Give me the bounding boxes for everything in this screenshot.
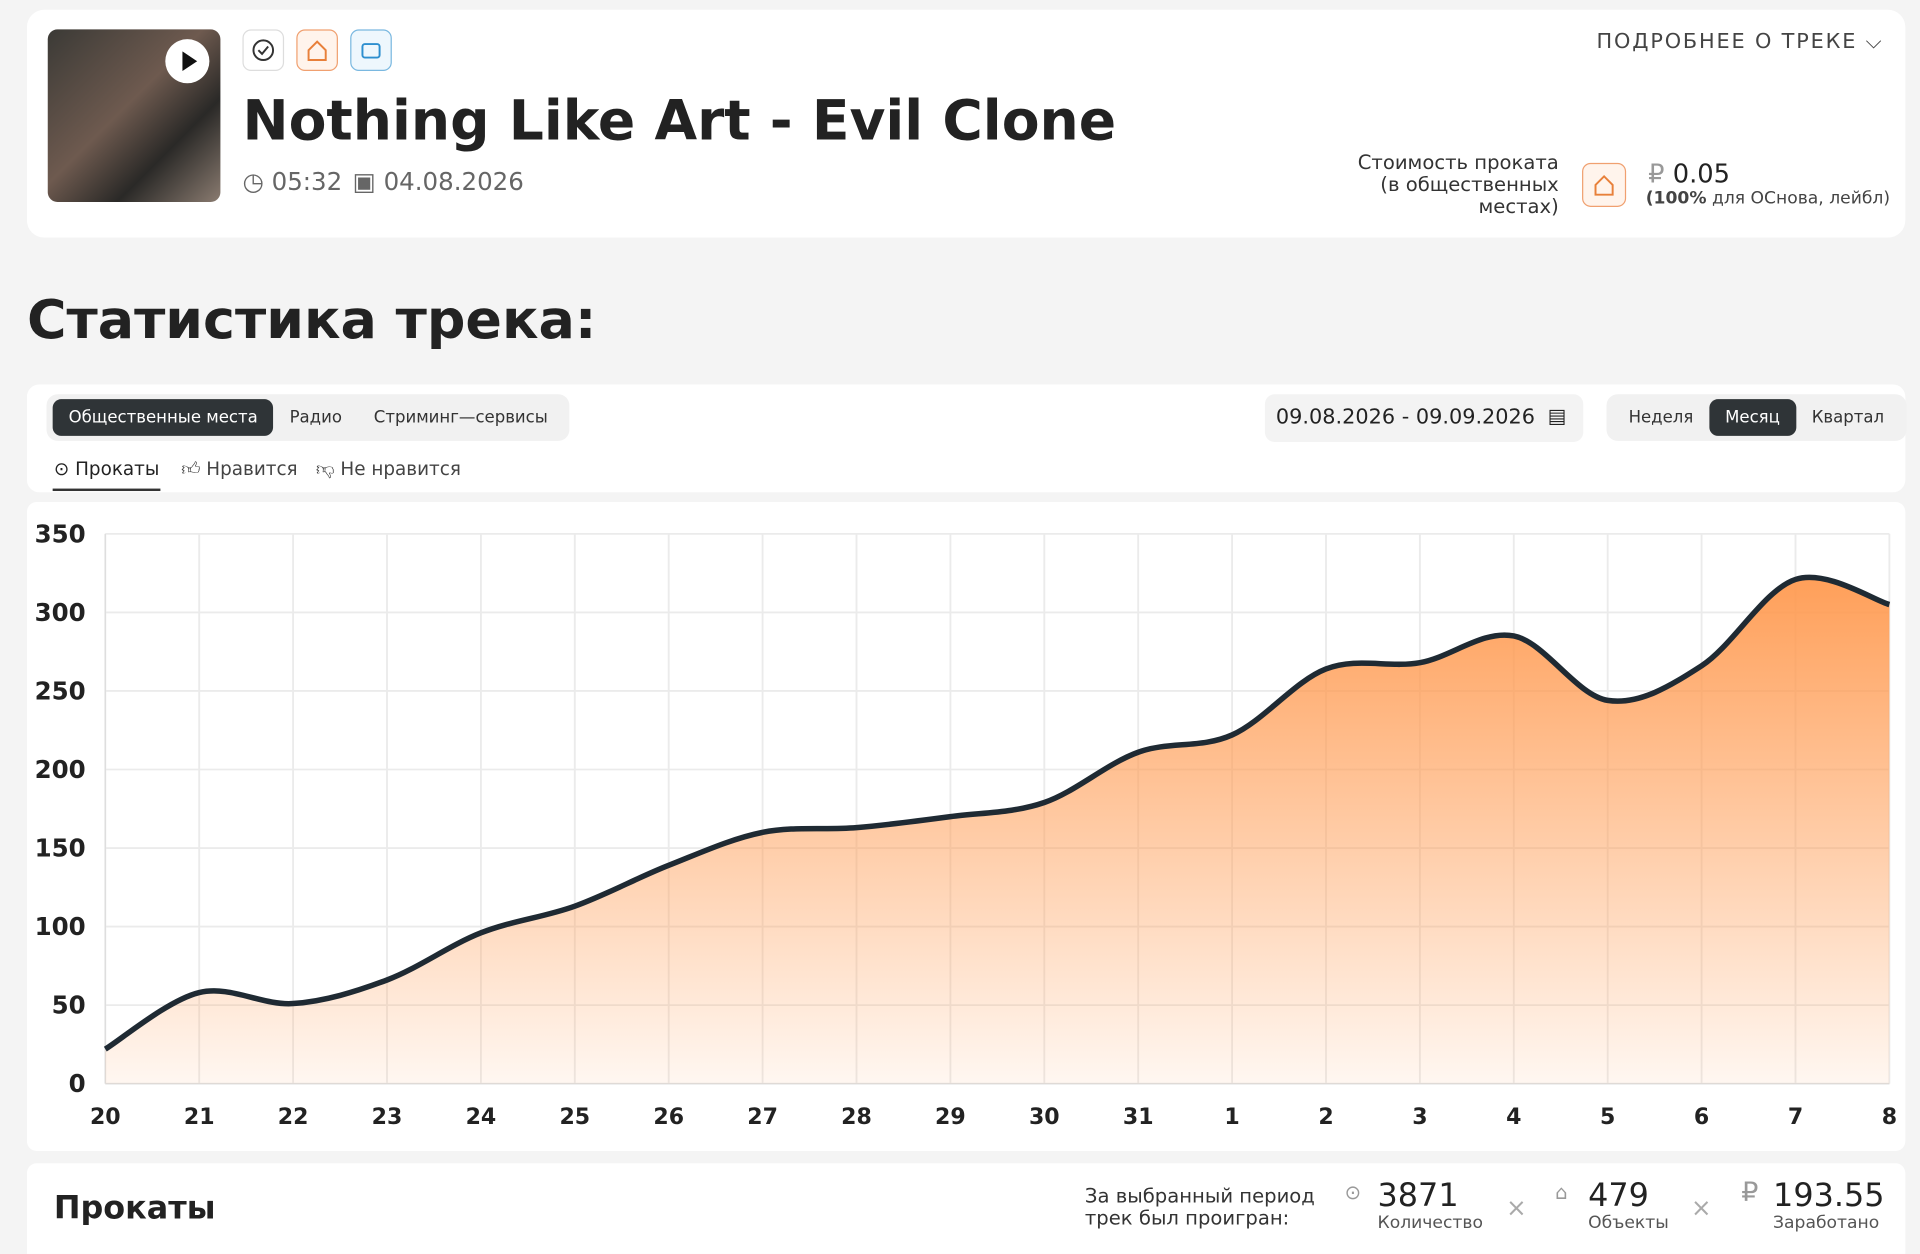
y-tick-label: 0 (69, 1069, 86, 1098)
footer-title: Прокаты (53, 1190, 216, 1227)
period-tab[interactable]: Неделя (1628, 407, 1694, 428)
y-tick-label: 300 (35, 598, 86, 627)
x-tick-label: 22 (278, 1105, 309, 1130)
period-tabs: Неделя Месяц Квартал (1606, 394, 1907, 441)
x-tick-label: 20 (90, 1105, 121, 1130)
metric-tab-text[interactable]: Прокаты (75, 457, 160, 481)
price-label: Стоимость проката (в общественных местах… (1357, 150, 1559, 218)
verify-icon[interactable] (242, 29, 285, 72)
play-button[interactable] (165, 39, 210, 84)
x-tick-label: 23 (372, 1105, 403, 1130)
stat-label: Заработано (1773, 1213, 1880, 1234)
x-tick-label: 2 (1318, 1105, 1333, 1130)
x-tick-label: 21 (184, 1105, 215, 1130)
metric-tab[interactable]: 👎︎ Не нравится (315, 457, 461, 481)
x-tick-label: 25 (559, 1105, 590, 1130)
price-share: (100% (1645, 188, 1707, 209)
plays-icon: ⊙ (1344, 1180, 1361, 1204)
x-tick-label: 31 (1123, 1105, 1154, 1130)
calendar-icon[interactable]: ▤ (1547, 404, 1567, 428)
duration: ◷ 05:32 (242, 166, 343, 196)
separator: × (1506, 1192, 1527, 1223)
duration-text: 05:32 (271, 166, 343, 196)
y-tick-label: 250 (35, 677, 86, 706)
x-tick-label: 8 (1882, 1105, 1897, 1130)
y-tick-label: 100 (35, 912, 86, 941)
price-value: 0.05 (1672, 159, 1730, 189)
x-tick-label: 27 (747, 1105, 778, 1130)
release-date: ▣ 04.08.2026 (352, 166, 524, 196)
x-tick-label: 3 (1412, 1105, 1427, 1130)
footer-card (26, 1163, 1906, 1254)
tab-underline (52, 488, 161, 492)
tv-icon[interactable] (350, 29, 392, 72)
y-tick-label: 350 (35, 519, 86, 548)
area (105, 577, 1890, 1084)
x-tick-label: 26 (653, 1105, 684, 1130)
period-tab[interactable]: Квартал (1811, 407, 1885, 428)
date-picker[interactable]: 09.08.2026 - 09.09.2026 ▤ (1264, 394, 1584, 443)
currency: ₽ (1741, 1177, 1759, 1209)
public-icon (1582, 162, 1627, 207)
source-tabs: Общественные места Радио Стриминг—сервисы (46, 394, 570, 441)
line (103, 574, 1891, 1052)
metric-tab[interactable]: ⊙ Прокаты (53, 457, 160, 481)
price: ₽ 0.05 (1648, 159, 1730, 188)
currency: ₽ (1648, 159, 1665, 189)
x-tick-label: 28 (841, 1105, 872, 1130)
date-text: 04.08.2026 (383, 166, 524, 196)
details-text[interactable]: ПОДРОБНЕЕ О ТРЕКЕ (1596, 29, 1858, 54)
section-title: Статистика трека: (26, 288, 597, 352)
y-tick-label: 50 (52, 991, 86, 1020)
details-link[interactable]: ПОДРОБНЕЕ О ТРЕКЕ ⌵ (1596, 29, 1884, 54)
metric-tab-text[interactable]: Нравится (206, 457, 298, 481)
track-title: Nothing Like Art - Evil Clone (242, 88, 1117, 154)
x-tick-label: 6 (1694, 1105, 1709, 1130)
source-tab[interactable]: Стриминг—сервисы (373, 407, 548, 428)
stat-value: 3871 (1377, 1177, 1459, 1215)
venues-icon: ⌂ (1555, 1180, 1568, 1204)
x-tick-label: 4 (1506, 1105, 1521, 1130)
source-tab[interactable]: Радио (289, 407, 342, 428)
metric-tab[interactable]: 👍︎ Нравится (181, 457, 298, 481)
y-tick-label: 200 (35, 755, 86, 784)
price-note: (100% для ОСнова, лейбл) (1646, 189, 1890, 209)
period-tab[interactable]: Месяц (1709, 399, 1796, 436)
date-range[interactable]: 09.08.2026 - 09.09.2026 (1275, 405, 1536, 430)
source-tab[interactable]: Общественные места (52, 399, 274, 436)
x-tick-label: 5 (1600, 1105, 1615, 1130)
x-tick-label: 24 (466, 1105, 497, 1130)
public-icon[interactable] (296, 29, 338, 72)
x-tick-label: 29 (935, 1105, 966, 1130)
stat-label: Объекты (1588, 1213, 1669, 1234)
metric-tab-text[interactable]: Не нравится (340, 457, 461, 481)
footer-summary: За выбранный период трек был проигран: (1084, 1184, 1315, 1230)
x-tick-label: 7 (1788, 1105, 1803, 1130)
stat-label: Количество (1377, 1213, 1483, 1234)
x-tick-label: 30 (1029, 1105, 1060, 1130)
separator: × (1691, 1192, 1712, 1223)
stat-value: 193.55 (1773, 1177, 1885, 1215)
stat-value: 479 (1588, 1177, 1649, 1215)
price-note-text: для ОСнова, лейбл) (1711, 188, 1891, 209)
x-tick-label: 1 (1224, 1105, 1239, 1130)
y-tick-label: 150 (35, 834, 86, 863)
